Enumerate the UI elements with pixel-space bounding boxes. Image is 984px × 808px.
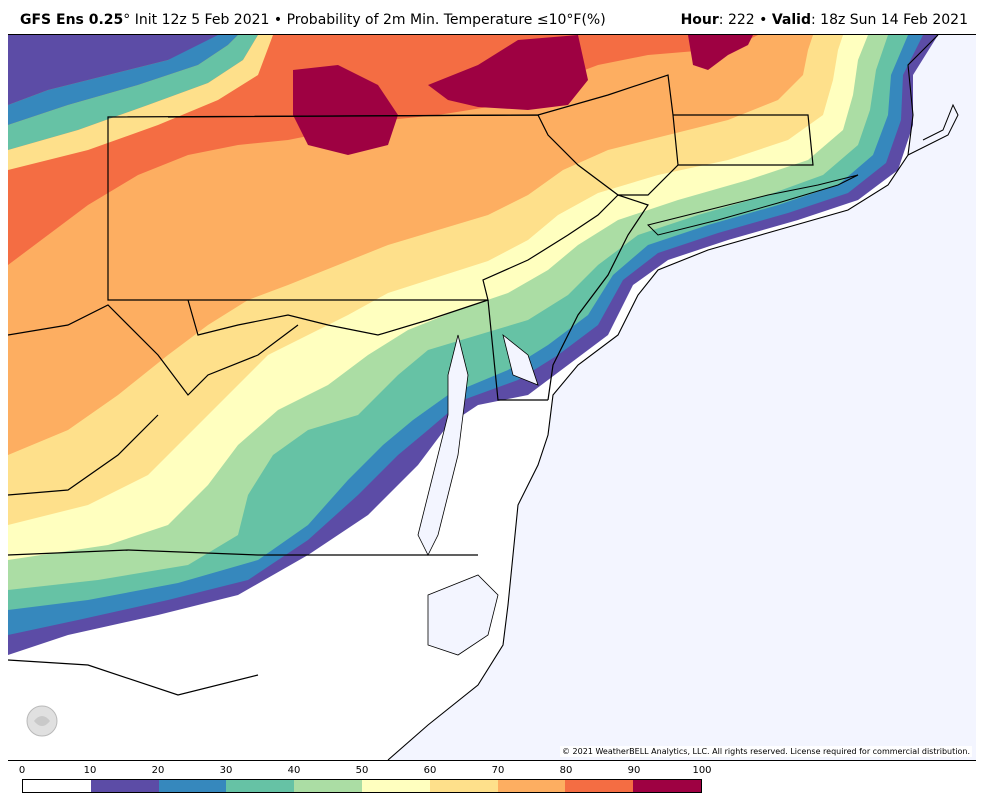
lake-streak-low: [8, 35, 218, 105]
legend-ticks: 0 10 20 30 40 50 60 70 80 90 100: [18, 765, 712, 779]
map-canvas: [8, 35, 976, 760]
chesapeake-bay: [417, 334, 469, 556]
color-legend: 0 10 20 30 40 50 60 70 80 90 100: [18, 765, 712, 803]
legend-bar: [22, 779, 702, 793]
band-90-100-north: [428, 35, 588, 110]
valid-value: : 18z Sun 14 Feb 2021: [811, 12, 968, 28]
legend-tick-label: 90: [627, 765, 641, 776]
legend-tick-label: 30: [219, 765, 233, 776]
pamlico-sound: [427, 574, 499, 656]
init-time: Init 12z 5 Feb 2021: [134, 12, 270, 28]
legend-tick-label: 0: [18, 765, 26, 776]
band-90-100-ne: [688, 35, 753, 70]
legend-tick-label: 60: [423, 765, 437, 776]
degree-symbol: °: [123, 12, 131, 28]
delaware-bay: [502, 333, 539, 386]
legend-swatch: [23, 780, 91, 792]
cape-cod: [907, 103, 959, 156]
legend-tick-label: 10: [83, 765, 97, 776]
legend-swatch: [497, 780, 566, 792]
legend-tick-label: 80: [559, 765, 573, 776]
legend-tick-label: 50: [355, 765, 369, 776]
bullet-separator: •: [273, 12, 283, 28]
hour-label: Hour: [680, 12, 719, 28]
product-name: Probability of 2m Min. Temperature ≤10°F…: [286, 12, 606, 28]
ny-border: [167, 74, 679, 196]
wv-border: [8, 304, 299, 396]
legend-swatch: [226, 780, 295, 792]
valid-time-info: Hour: 222 • Valid: 18z Sun 14 Feb 2021: [681, 13, 968, 27]
legend-swatch: [565, 780, 634, 792]
lake-streak-teal: [8, 35, 258, 150]
legend-tick-label: 40: [287, 765, 301, 776]
lake-streak-yellow: [8, 35, 273, 170]
valid-label: Valid: [771, 12, 811, 28]
legend-swatch: [361, 780, 430, 792]
legend-tick-label: 100: [692, 765, 712, 776]
map-title: GFS Ens 0.25° Init 12z 5 Feb 2021 • Prob…: [20, 13, 606, 27]
legend-swatch: [429, 780, 498, 792]
weatherbell-logo: [26, 705, 58, 737]
band-90-100: [293, 65, 398, 155]
hour-value: : 222: [718, 12, 755, 28]
nc-sc-border: [8, 659, 259, 696]
ky-border: [8, 414, 159, 496]
va-nc-border: [8, 549, 478, 556]
probability-map: © 2021 WeatherBELL Analytics, LLC. All r…: [8, 34, 976, 761]
bullet-separator-2: •: [759, 12, 768, 28]
md-va-border: [187, 299, 489, 336]
long-island: [647, 174, 859, 236]
de-border: [487, 299, 548, 401]
copyright-notice: © 2021 WeatherBELL Analytics, LLC. All r…: [560, 746, 972, 757]
model-name: GFS Ens 0.25: [20, 12, 124, 28]
nj-border: [547, 194, 649, 401]
pa-border: [107, 114, 619, 301]
map-header: GFS Ens 0.25° Init 12z 5 Feb 2021 • Prob…: [0, 0, 984, 34]
state-boundaries: [8, 74, 814, 696]
ct-ma-border: [673, 114, 814, 166]
coastline: [387, 35, 939, 760]
legend-swatch: [633, 780, 701, 792]
legend-tick-label: 70: [491, 765, 505, 776]
legend-swatch: [90, 780, 159, 792]
legend-swatch: [158, 780, 227, 792]
legend-tick-label: 20: [151, 765, 165, 776]
legend-swatch: [294, 780, 362, 792]
lake-streak-mid: [8, 35, 238, 125]
